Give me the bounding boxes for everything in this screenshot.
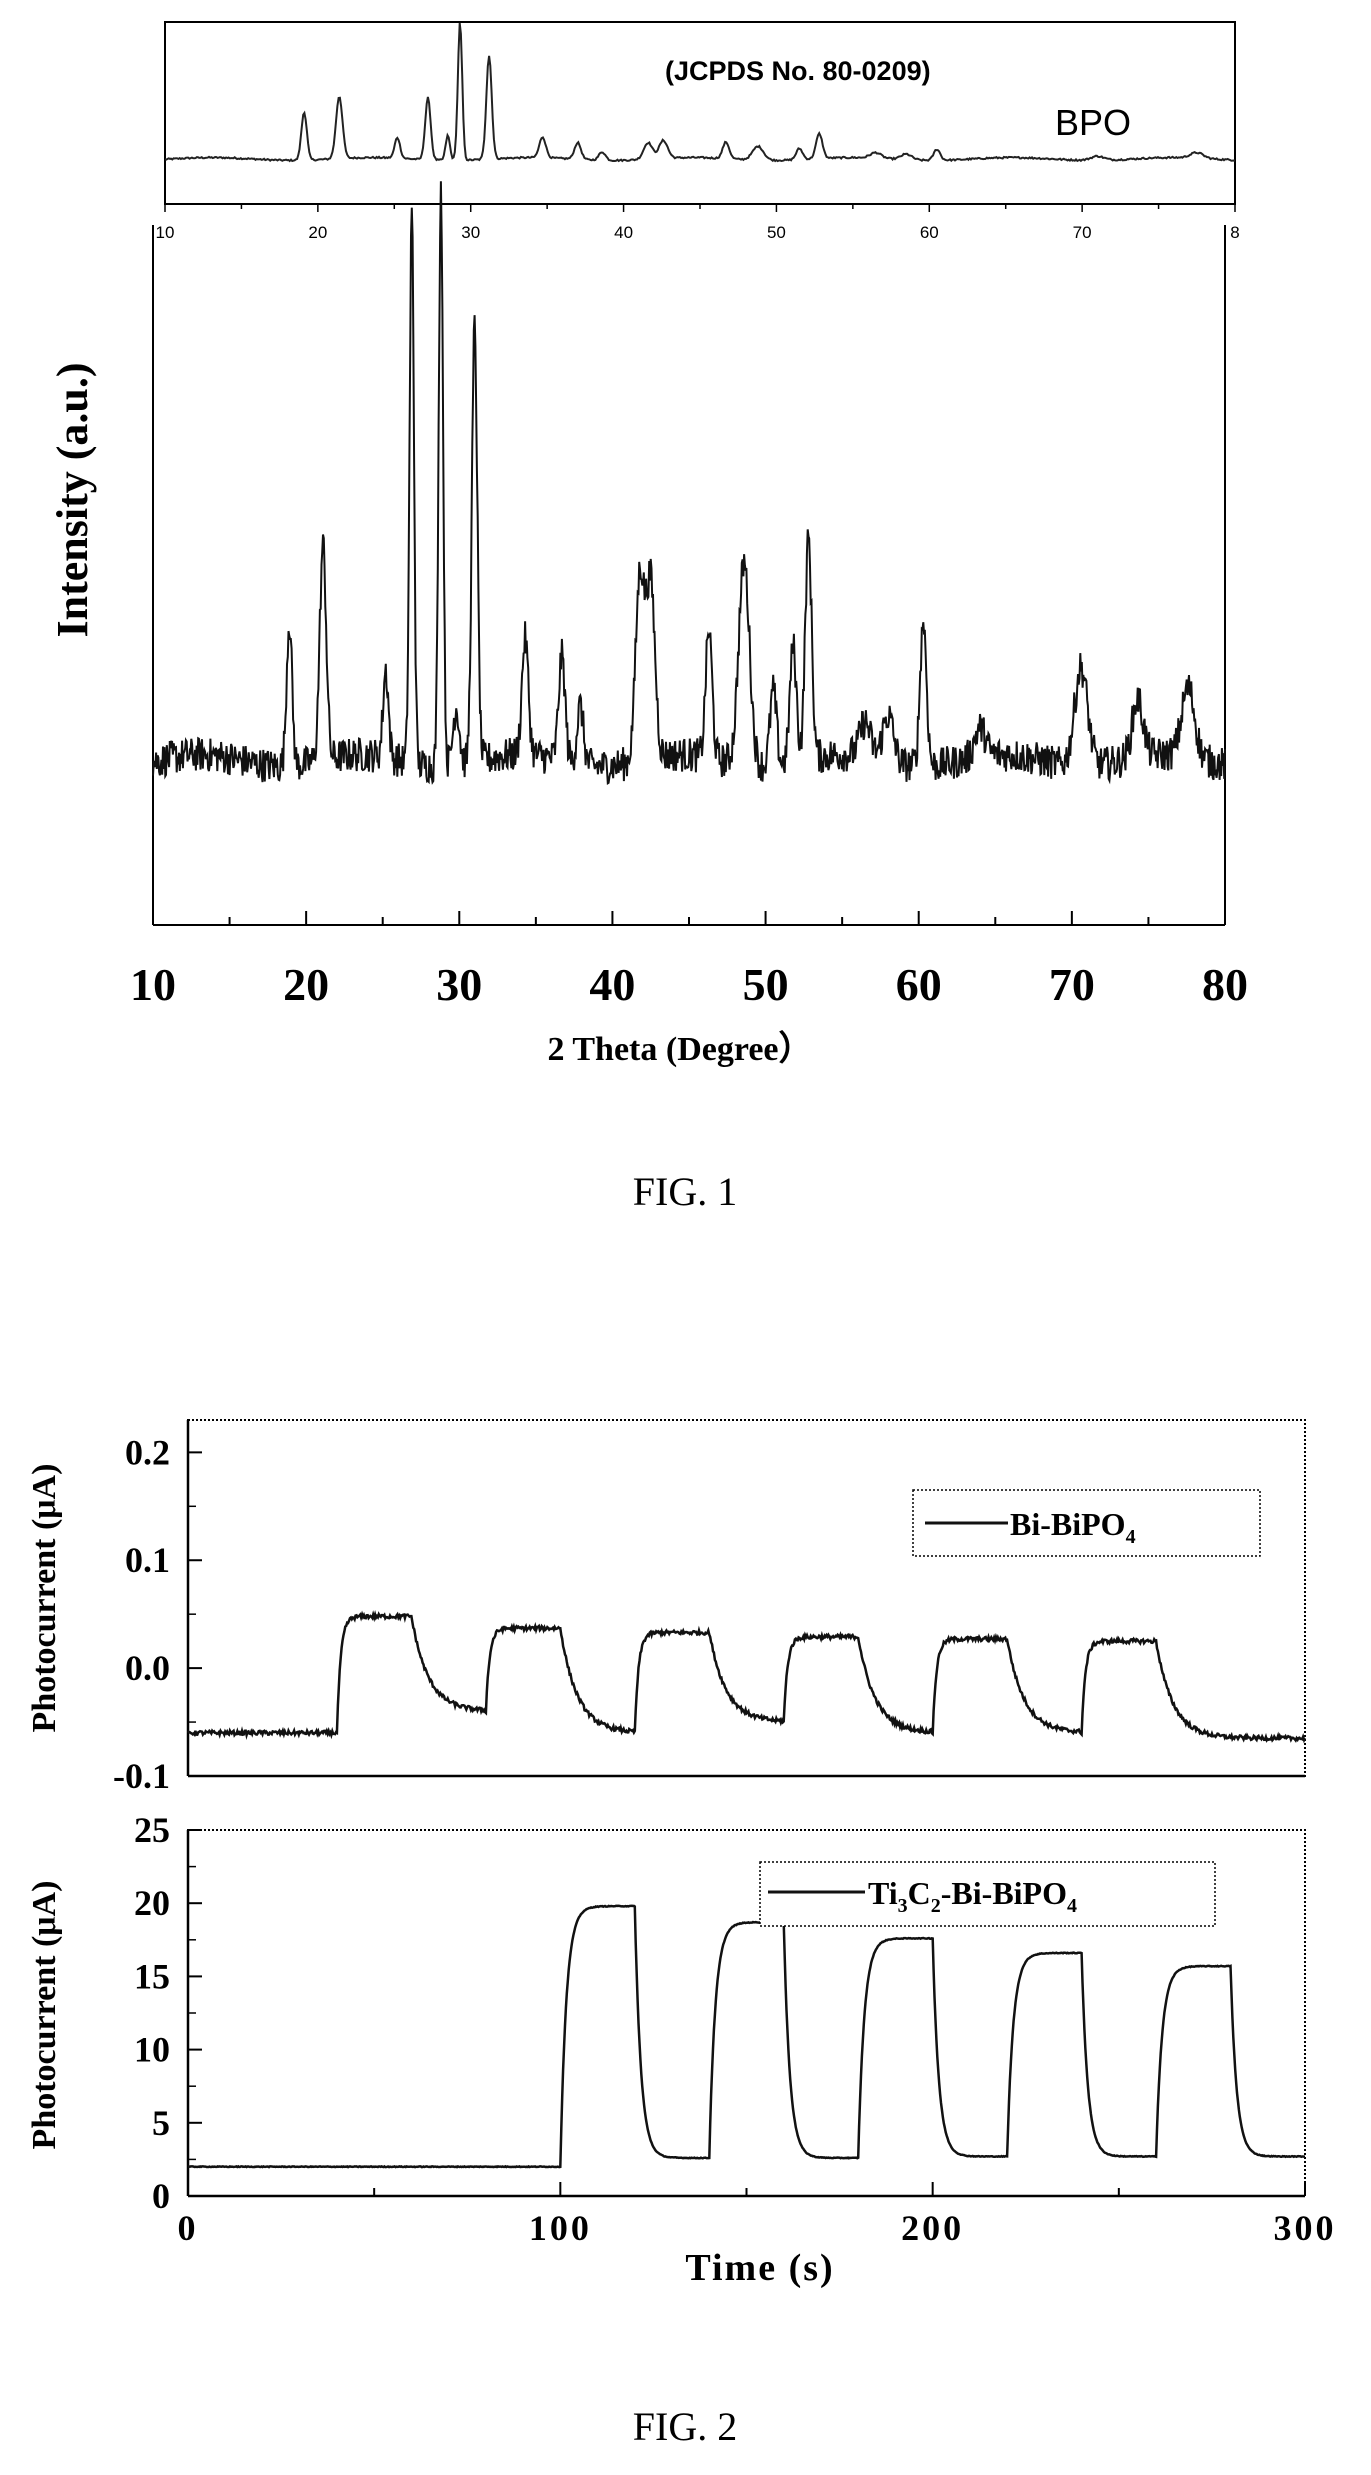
reference-x-tick-label: 40 — [614, 223, 633, 242]
sample-x-axis: 10 20 30 40 50 60 70 80 — [130, 911, 1248, 1010]
sample-x-tick-label: 30 — [436, 959, 482, 1010]
top-plot-frame — [187, 1419, 1306, 1777]
y-tick-label: 10 — [134, 2030, 170, 2070]
sample-x-tick-label: 50 — [743, 959, 789, 1010]
jcpds-annotation: (JCPDS No. 80-0209) — [665, 56, 931, 86]
sample-x-tick-label: 60 — [896, 959, 942, 1010]
y-tick-label: 0.2 — [125, 1432, 170, 1472]
bottom-legend: Ti3C2-Bi-BiPO4 — [759, 1861, 1216, 1927]
y-tick-label: 25 — [134, 1810, 170, 1850]
intensity-axis-label: Intensity (a.u.) — [48, 362, 97, 637]
legend-part-sub-4: 4 — [1067, 1895, 1077, 1917]
photocurrent-ti3c2-panel: 0 5 10 15 20 25 0 100 200 300 Ti3C2-Bi-BiPO4 Phot… — [26, 1810, 1337, 2289]
sample-x-tick-label: 80 — [1202, 959, 1248, 1010]
xrd-sample-panel: 10 20 30 40 50 60 70 80 Intensity (a.u.) 2 Thet… — [48, 181, 1248, 1068]
photocurrent-bi-bipo4-panel: -0.1 0.0 0.1 0.2 Bi-BiPO4 Photocurrent (μA) — [26, 1419, 1307, 1796]
reference-x-tick-label: 70 — [1073, 223, 1092, 242]
top-photocurrent-axis-label: Photocurrent (μA) — [26, 1464, 63, 1733]
reference-x-tick-label: 30 — [461, 223, 480, 242]
reference-x-axis: 10 20 30 40 50 60 70 8 — [156, 203, 1240, 242]
y-tick-label: 20 — [134, 1883, 170, 1923]
fig2-caption: FIG. 2 — [633, 2404, 737, 2449]
y-tick-label: 0.1 — [125, 1540, 170, 1580]
top-y-axis: -0.1 0.0 0.1 0.2 — [113, 1432, 202, 1796]
sample-pattern-line — [152, 181, 1226, 786]
reference-x-tick-label: 8 — [1230, 223, 1239, 242]
legend-part-ti: Ti — [868, 1875, 898, 1911]
bpo-label: BPO — [1055, 102, 1131, 143]
legend-part-sub-2: 2 — [931, 1895, 941, 1917]
reference-pattern-line — [164, 22, 1236, 163]
x-tick-label: 300 — [1274, 2208, 1337, 2248]
bi-bipo4-photocurrent-line — [187, 1610, 1307, 1744]
reference-x-tick-label: 20 — [308, 223, 327, 242]
reference-x-tick-label: 10 — [156, 223, 175, 242]
legend-part-bibipo: -Bi-BiPO — [941, 1875, 1067, 1911]
legend-name-subscript: 4 — [1126, 1526, 1136, 1548]
sample-x-tick-label: 10 — [130, 959, 176, 1010]
time-axis-label: Time (s) — [685, 2247, 834, 2289]
reference-x-tick-label: 50 — [767, 223, 786, 242]
y-tick-label: 15 — [134, 1956, 170, 1996]
legend-part-sub-3: 3 — [898, 1895, 908, 1917]
sample-x-tick-label: 40 — [589, 959, 635, 1010]
y-tick-label: -0.1 — [113, 1756, 170, 1796]
bottom-legend-box — [759, 1861, 1216, 1927]
top-legend: Bi-BiPO4 — [912, 1489, 1261, 1557]
bottom-axes-ticks: 0 5 10 15 20 25 0 100 200 300 — [134, 1810, 1337, 2248]
y-tick-label: 0 — [152, 2176, 170, 2216]
legend-part-c: C — [908, 1875, 931, 1911]
y-tick-label: 0.0 — [125, 1648, 170, 1688]
bottom-photocurrent-axis-label: Photocurrent (μA) — [26, 1881, 63, 2150]
y-tick-label: 5 — [152, 2103, 170, 2143]
sample-x-tick-label: 20 — [283, 959, 329, 1010]
bottom-legend-label: Ti3C2-Bi-BiPO4 — [868, 1875, 1077, 1917]
ti3c2-photocurrent-line — [187, 1904, 1306, 2169]
x-tick-label: 200 — [901, 2208, 964, 2248]
two-theta-axis-label: 2 Theta (Degree） — [547, 1029, 812, 1068]
sample-x-tick-label: 70 — [1049, 959, 1095, 1010]
x-tick-label: 0 — [178, 2208, 199, 2248]
xrd-reference-panel: 10 20 30 40 50 60 70 8 (JCPDS No. 80-0209) BPO — [156, 21, 1240, 242]
x-tick-label: 100 — [529, 2208, 592, 2248]
reference-x-tick-label: 60 — [920, 223, 939, 242]
fig1-caption: FIG. 1 — [633, 1169, 737, 1214]
top-legend-label: Bi-BiPO4 — [1010, 1506, 1136, 1548]
legend-name-main: Bi-BiPO — [1010, 1506, 1126, 1542]
